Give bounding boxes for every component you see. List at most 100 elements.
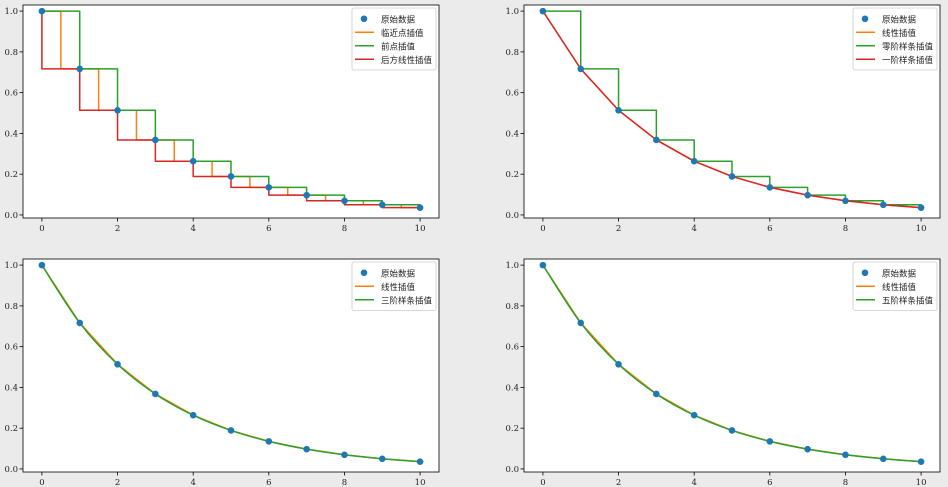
x-tick-label: 2 — [115, 478, 120, 487]
chart-2: 0 2 4 6 8 10 0.0 0.2 0.4 0.6 0.8 1.0 原始数据线性插值零阶样条插值一… — [505, 4, 941, 234]
data-point — [766, 438, 774, 445]
y-tick-label: 0.6 — [505, 89, 519, 99]
y-tick-label: 0.2 — [505, 170, 519, 180]
legend-label: 三阶样条插值 — [381, 295, 433, 306]
data-point — [615, 360, 622, 368]
data-point — [728, 427, 736, 434]
x-tick-label: 6 — [767, 224, 772, 234]
data-point — [416, 458, 424, 465]
y-tick-label: 0.8 — [4, 48, 18, 58]
data-point — [728, 173, 736, 180]
data-point — [378, 455, 386, 463]
data-point — [114, 106, 121, 114]
legend-label: 线性插值 — [882, 282, 917, 293]
axes-frame — [22, 4, 440, 219]
x-tick-label: 6 — [266, 224, 271, 234]
y-tick-label: 0.2 — [4, 170, 18, 180]
data-point — [38, 7, 46, 15]
legend-label: 后方线性插值 — [381, 55, 433, 66]
x-tick-label: 4 — [691, 478, 696, 487]
y-tick-label: 0.0 — [4, 211, 18, 221]
y-tick-label: 0.2 — [505, 424, 519, 434]
legend-marker — [360, 15, 368, 23]
y-tick-label: 0.6 — [4, 343, 18, 353]
x-tick-label: 6 — [266, 478, 271, 487]
x-tick-label: 4 — [190, 478, 195, 487]
data-point — [804, 445, 811, 453]
data-point — [766, 184, 774, 191]
data-point — [76, 319, 84, 327]
legend-label: 一阶样条插值 — [882, 55, 934, 66]
x-tick-label: 2 — [616, 224, 621, 234]
legend-label: 临近点插值 — [381, 28, 424, 39]
x-tick-label: 8 — [342, 478, 347, 487]
y-tick-label: 0.0 — [505, 465, 519, 475]
x-tick-label: 0 — [540, 478, 545, 487]
data-point — [341, 451, 348, 459]
y-tick-label: 1.0 — [505, 7, 519, 17]
data-point — [227, 173, 235, 180]
y-tick-label: 0.6 — [505, 343, 519, 353]
legend-marker — [360, 269, 368, 277]
legend-box — [852, 7, 938, 71]
legend-label: 原始数据 — [882, 14, 917, 25]
y-tick-label: 0.6 — [4, 89, 18, 99]
data-point — [653, 136, 660, 144]
legend-label: 原始数据 — [381, 268, 416, 279]
legend-label: 线性插值 — [882, 28, 917, 39]
data-point — [879, 455, 887, 463]
x-tick-label: 10 — [415, 478, 426, 487]
x-tick-label: 2 — [115, 224, 120, 234]
x-tick-label: 0 — [39, 224, 44, 234]
data-point — [227, 427, 235, 434]
data-point — [539, 261, 547, 269]
legend-box — [852, 261, 938, 311]
y-tick-label: 0.0 — [4, 465, 18, 475]
data-point — [38, 261, 46, 269]
x-tick-label: 8 — [843, 224, 848, 234]
data-point — [879, 201, 887, 209]
legend-label: 线性插值 — [381, 282, 416, 293]
data-point — [114, 360, 121, 368]
y-tick-label: 1.0 — [505, 261, 519, 271]
y-tick-label: 0.2 — [4, 424, 18, 434]
x-tick-label: 10 — [916, 224, 927, 234]
data-point — [265, 438, 273, 445]
y-tick-label: 0.4 — [505, 383, 519, 393]
y-tick-label: 0.4 — [4, 129, 18, 139]
data-point — [76, 65, 84, 73]
legend-label: 五阶样条插值 — [882, 295, 934, 306]
data-point — [265, 184, 273, 191]
legend-marker — [861, 269, 869, 277]
data-point — [577, 319, 585, 327]
x-tick-label: 4 — [691, 224, 696, 234]
axes-frame — [523, 258, 941, 473]
data-point — [804, 191, 811, 199]
y-tick-label: 0.4 — [4, 383, 18, 393]
y-tick-label: 0.8 — [505, 302, 519, 312]
y-tick-label: 0.8 — [505, 48, 519, 58]
data-point — [189, 157, 197, 165]
legend-label: 零阶样条插值 — [882, 41, 934, 52]
axes-frame — [22, 258, 440, 473]
chart-1: 0 2 4 6 8 10 0.0 0.2 0.4 0.6 0.8 1.0 原始数据临近点插值前点插值后方… — [4, 4, 440, 234]
data-point — [378, 201, 386, 209]
x-tick-label: 10 — [415, 224, 426, 234]
data-point — [653, 390, 660, 398]
data-point — [303, 191, 310, 199]
axes-frame — [523, 4, 941, 219]
data-point — [539, 7, 547, 15]
x-tick-label: 2 — [616, 478, 621, 487]
data-point — [189, 411, 197, 419]
data-point — [917, 458, 925, 465]
legend-marker — [861, 15, 869, 23]
x-tick-label: 0 — [39, 478, 44, 487]
y-tick-label: 0.4 — [505, 129, 519, 139]
x-tick-label: 8 — [843, 478, 848, 487]
